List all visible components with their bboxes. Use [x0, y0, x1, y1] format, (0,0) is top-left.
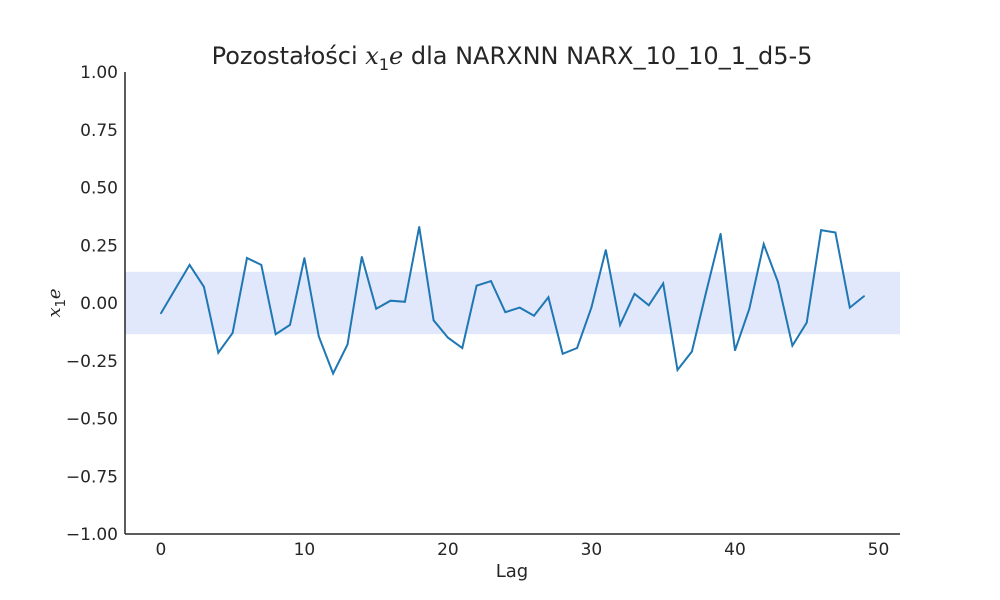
y-tick-label: 0.75: [80, 121, 118, 141]
data-point: [777, 281, 779, 284]
ylabel-tail: e: [44, 288, 65, 299]
data-point: [748, 307, 751, 310]
title-math-sub: 1: [379, 55, 389, 74]
title-prefix: Pozostałości: [212, 42, 366, 70]
data-point: [246, 257, 248, 259]
y-tick-label: −0.25: [66, 352, 118, 372]
x-tick-label: 10: [294, 540, 316, 560]
data-point: [160, 312, 162, 315]
data-point: [834, 231, 837, 234]
data-point: [604, 249, 607, 251]
ylabel-sub: 1: [54, 299, 69, 307]
data-point: [217, 351, 220, 354]
data-point: [404, 301, 406, 303]
data-point: [289, 324, 291, 326]
confidence-band: [125, 271, 900, 335]
data-point: [432, 319, 435, 322]
x-tick-label: 20: [437, 540, 459, 560]
data-point: [691, 350, 693, 353]
data-point: [863, 295, 865, 297]
chart-title: Pozostałości x1e dla NARXNN NARX_10_10_1…: [212, 42, 813, 74]
data-point: [633, 292, 636, 295]
x-tick-label: 30: [581, 540, 603, 560]
data-point: [490, 280, 492, 282]
data-point: [274, 333, 277, 335]
ylabel-base: x: [44, 307, 65, 317]
data-point: [332, 372, 334, 375]
data-point: [734, 349, 736, 352]
title-math-base: x: [365, 42, 379, 70]
data-point: [518, 306, 521, 309]
y-tick-label: 0.50: [80, 179, 118, 199]
y-tick-label: −1.00: [66, 525, 118, 545]
data-point: [547, 296, 550, 299]
y-tick-label: −0.50: [66, 410, 118, 430]
title-suffix: dla NARXNN NARX_10_10_1_d5-5: [403, 42, 812, 70]
data-point: [174, 288, 177, 290]
data-point: [848, 306, 851, 309]
data-point: [805, 321, 808, 324]
data-point: [762, 243, 765, 245]
data-point: [203, 286, 205, 288]
data-point: [418, 225, 421, 228]
data-point: [346, 343, 349, 346]
title-math-tail: e: [389, 42, 403, 70]
data-point: [676, 369, 679, 371]
x-ticks: 0 10 20 30 40 50: [155, 540, 889, 560]
data-point: [447, 336, 449, 339]
data-point: [231, 332, 234, 334]
x-tick-label: 0: [155, 540, 166, 560]
x-tick-label: 40: [724, 540, 746, 560]
x-tick-label: 50: [868, 540, 890, 560]
data-point: [648, 304, 650, 307]
data-point: [475, 284, 478, 287]
data-point: [389, 299, 392, 302]
data-point: [317, 335, 320, 338]
y-ticks: 1.00 0.75 0.50 0.25 0.00 −0.25 −0.50 −0.75 −1.00: [66, 63, 118, 545]
data-point: [260, 264, 263, 266]
data-point: [619, 324, 621, 326]
residual-series-line: [160, 226, 865, 376]
y-tick-label: 0.00: [80, 294, 118, 314]
data-point: [590, 306, 593, 309]
data-point: [662, 282, 664, 285]
data-points: [160, 225, 865, 375]
data-point: [791, 344, 794, 347]
data-point: [561, 353, 564, 355]
data-point: [504, 311, 507, 314]
data-point: [533, 314, 535, 317]
y-axis-label: x1e: [44, 288, 69, 317]
y-tick-label: 0.25: [80, 236, 118, 256]
data-point: [576, 347, 578, 349]
data-point: [719, 232, 722, 235]
data-point: [303, 257, 306, 259]
data-point: [820, 229, 822, 232]
data-point: [361, 255, 363, 258]
data-point: [705, 290, 708, 293]
data-point: [461, 347, 464, 349]
data-point: [188, 264, 191, 266]
data-point: [375, 307, 377, 310]
y-tick-label: 1.00: [80, 63, 118, 83]
x-axis-label: Lag: [496, 561, 528, 582]
y-tick-label: −0.75: [66, 467, 118, 487]
